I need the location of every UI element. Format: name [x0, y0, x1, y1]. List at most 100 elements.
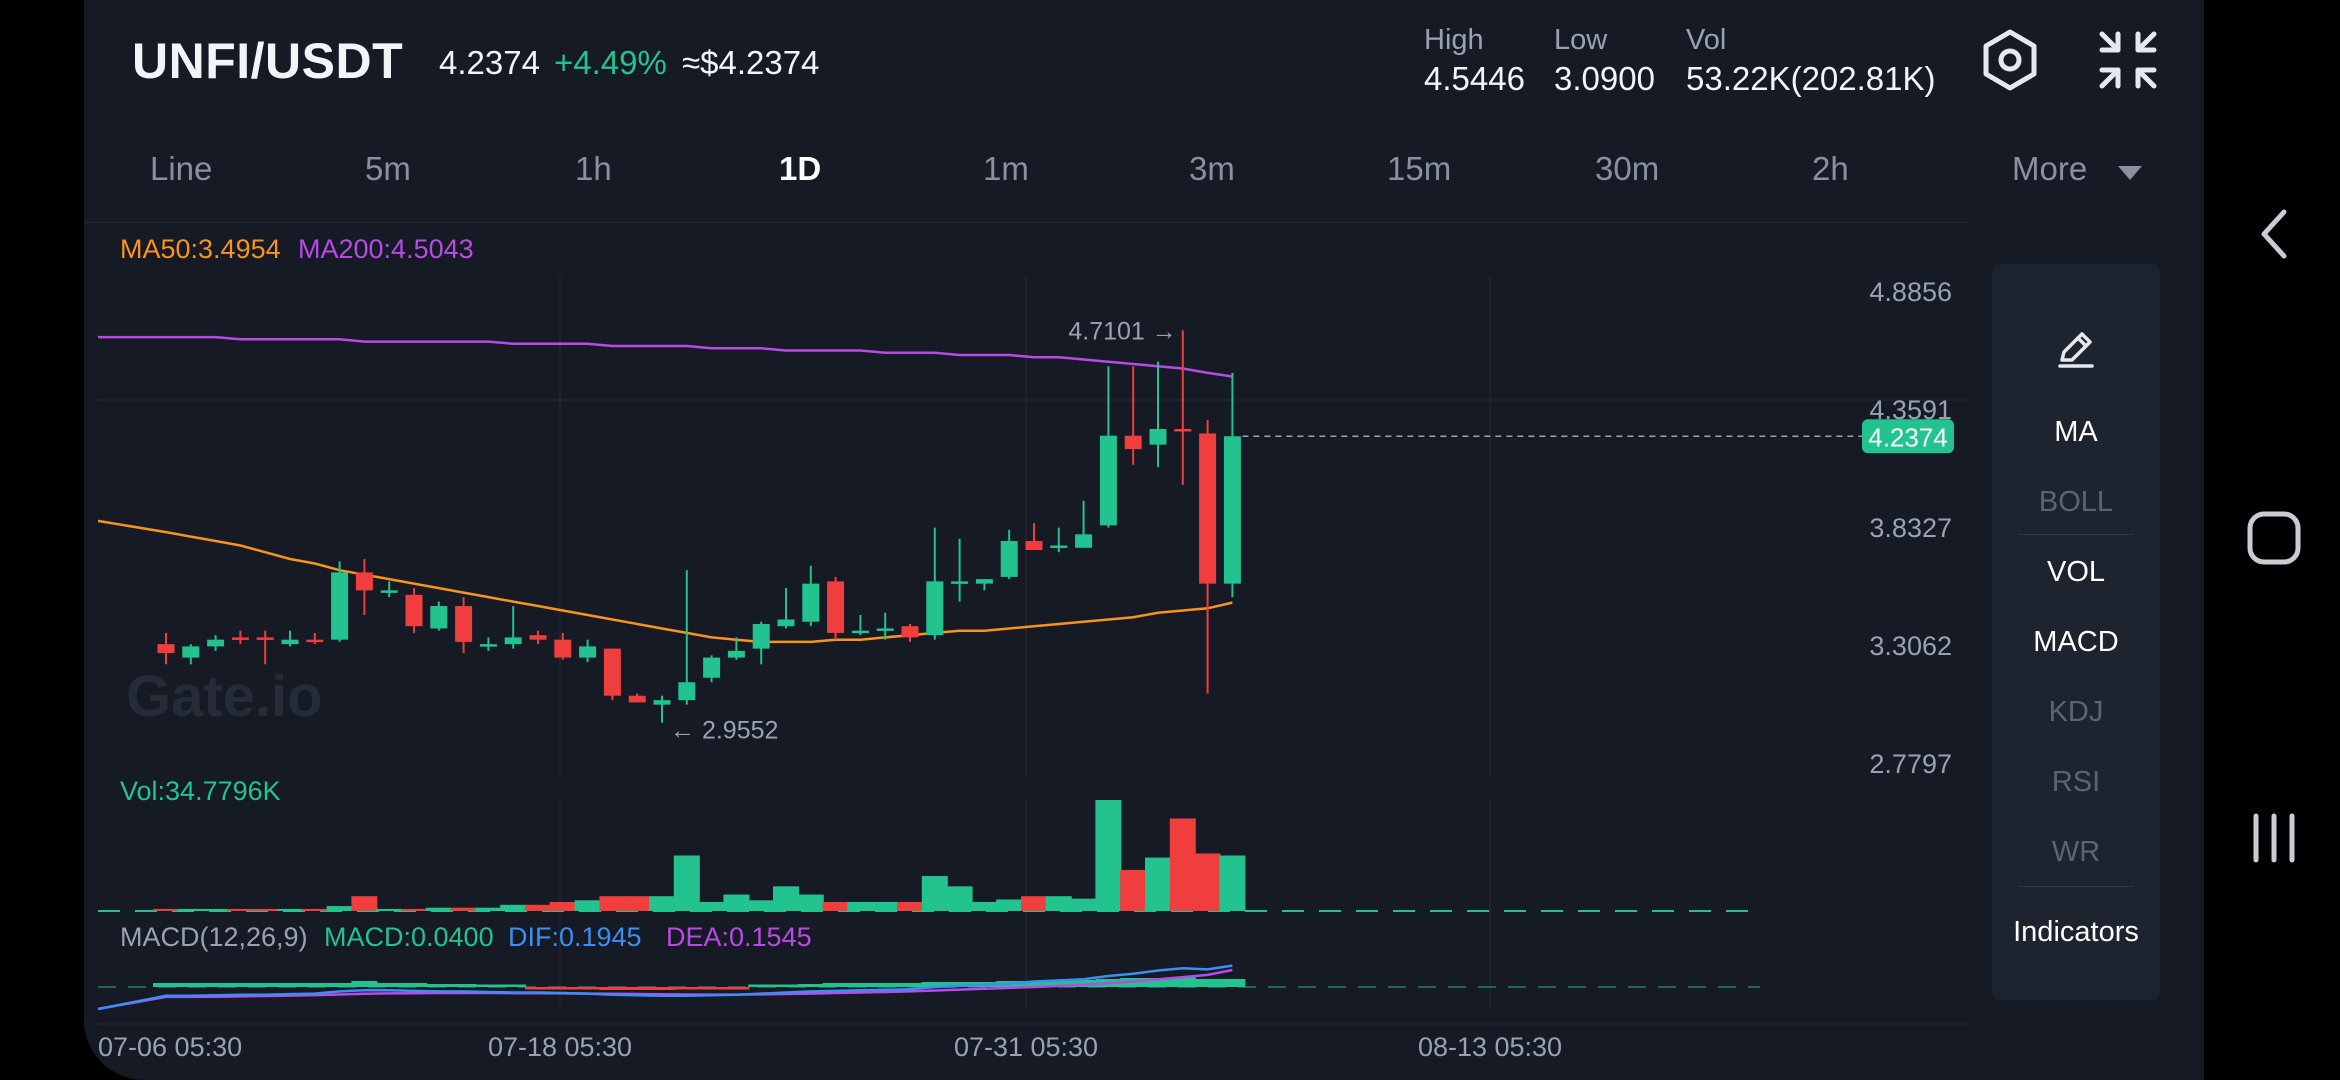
- candle-body: [306, 639, 324, 643]
- macd-hist-bar: [177, 983, 204, 987]
- macd-hist-bar: [599, 987, 626, 990]
- candle-body: [1223, 436, 1241, 584]
- settings-icon[interactable]: [1978, 28, 2042, 92]
- volume-bar: [277, 908, 303, 911]
- trading-chart-screen: UNFI/USDT 4.2374 +4.49% ≈$4.2374 High 4.…: [84, 0, 2204, 1080]
- volume-legend: Vol:34.7796K: [120, 776, 281, 806]
- price-axis-label: 3.8327: [1869, 513, 1952, 543]
- volume-bar: [1194, 853, 1221, 911]
- indicator-rsi[interactable]: RSI: [2051, 766, 2101, 798]
- dif-value: DIF:0.1945: [508, 922, 642, 952]
- macd-hist-bar: [797, 984, 824, 987]
- candle-body: [331, 572, 349, 640]
- chevron-down-icon[interactable]: [2118, 166, 2142, 180]
- home-icon[interactable]: [2246, 510, 2302, 566]
- macd-hist-bar: [425, 984, 452, 987]
- volume-bar: [1145, 857, 1171, 911]
- tab-30m[interactable]: 30m: [1595, 150, 1660, 187]
- volume-bar: [996, 899, 1023, 911]
- macd-hist-bar: [822, 983, 849, 987]
- candle-body: [554, 639, 572, 658]
- tab-1d[interactable]: 1D: [779, 150, 822, 187]
- candle-body: [157, 644, 175, 654]
- indicators-button[interactable]: Indicators: [2013, 916, 2139, 948]
- candle-body: [1075, 534, 1093, 548]
- tab-1m[interactable]: 1m: [983, 150, 1029, 187]
- tab-line[interactable]: Line: [150, 150, 213, 187]
- price-axis-label: 3.3062: [1869, 631, 1952, 661]
- volume-bar: [946, 886, 973, 911]
- trading-pair-title[interactable]: UNFI/USDT: [132, 33, 404, 89]
- tab-3m[interactable]: 3m: [1189, 150, 1235, 187]
- volume-bar: [723, 894, 750, 911]
- indicator-kdj[interactable]: KDJ: [2048, 696, 2104, 728]
- candle-body: [1124, 435, 1142, 450]
- date-axis-label: 07-06 05:30: [98, 1032, 242, 1062]
- pencil-icon[interactable]: [2054, 326, 2098, 370]
- macd-hist-bar: [649, 987, 675, 990]
- volume-bar: [748, 900, 775, 911]
- candle-body: [777, 619, 795, 627]
- volume-bar: [401, 908, 427, 911]
- candle-body: [1050, 545, 1068, 549]
- recents-icon[interactable]: [2248, 812, 2300, 864]
- volume-bar: [549, 901, 576, 911]
- watermark-logo: Gate.io: [126, 664, 323, 729]
- candle-body: [951, 581, 969, 584]
- indicator-vol[interactable]: VOL: [2046, 556, 2106, 588]
- tab-5m[interactable]: 5m: [365, 150, 411, 187]
- volume-bar: [1045, 896, 1072, 911]
- macd-hist-bar: [227, 983, 254, 987]
- candlestick-chart[interactable]: Gate.io4.88564.35913.83273.30622.77974.2…: [84, 0, 2204, 1080]
- high-value: 4.5446: [1424, 60, 1525, 97]
- macd-hist-bar: [1021, 981, 1047, 987]
- volume-bar: [1219, 855, 1246, 911]
- usd-price: ≈$4.2374: [682, 44, 820, 81]
- indicator-wr[interactable]: WR: [2051, 836, 2101, 868]
- macd-hist-bar: [500, 984, 527, 987]
- macd-hist-bar: [525, 987, 551, 990]
- macd-hist-bar: [376, 983, 403, 987]
- macd-hist-bar: [946, 982, 973, 987]
- candle-body: [455, 606, 473, 642]
- macd-hist-bar: [1145, 978, 1171, 987]
- volume-bar: [649, 896, 675, 911]
- candle-body: [380, 590, 398, 593]
- max-price-marker: 4.7101 →: [1068, 317, 1176, 345]
- macd-hist-bar: [351, 981, 378, 987]
- min-price-marker: ← 2.9552: [670, 717, 778, 745]
- candle-body: [802, 583, 820, 622]
- volume-bar: [425, 907, 452, 911]
- panel-divider: [2018, 534, 2134, 535]
- high-label: High: [1424, 24, 1484, 56]
- candle-body: [281, 639, 299, 645]
- candle-body: [851, 630, 869, 634]
- volume-bar: [252, 908, 279, 911]
- volume-bar: [1021, 896, 1047, 911]
- tab-1h[interactable]: 1h: [575, 150, 612, 187]
- candle-body: [603, 648, 621, 696]
- indicator-boll[interactable]: BOLL: [2038, 486, 2114, 518]
- volume-bar: [921, 876, 948, 911]
- volume-bar: [574, 900, 601, 911]
- tab-more[interactable]: More: [2012, 150, 2088, 187]
- macd-hist-bar: [1169, 977, 1196, 987]
- macd-hist-bar: [401, 983, 427, 987]
- collapse-icon[interactable]: [2096, 28, 2160, 92]
- volume-bar: [797, 894, 824, 911]
- candle-body: [182, 646, 200, 658]
- candle-body: [727, 650, 745, 658]
- panel-divider: [2018, 886, 2134, 887]
- tab-2h[interactable]: 2h: [1812, 150, 1849, 187]
- tab-15m[interactable]: 15m: [1387, 150, 1452, 187]
- back-icon[interactable]: [2254, 206, 2294, 262]
- last-price: 4.2374: [439, 44, 540, 81]
- macd-hist-bar: [549, 987, 576, 990]
- indicator-ma[interactable]: MA: [2054, 416, 2098, 448]
- macd-value: MACD:0.0400: [324, 922, 494, 952]
- macd-hist-bar: [1194, 979, 1221, 987]
- volume-bar: [351, 896, 378, 911]
- dif-line: [97, 964, 1233, 1011]
- macd-hist-bar: [1219, 979, 1246, 987]
- indicator-macd[interactable]: MACD: [2033, 626, 2119, 658]
